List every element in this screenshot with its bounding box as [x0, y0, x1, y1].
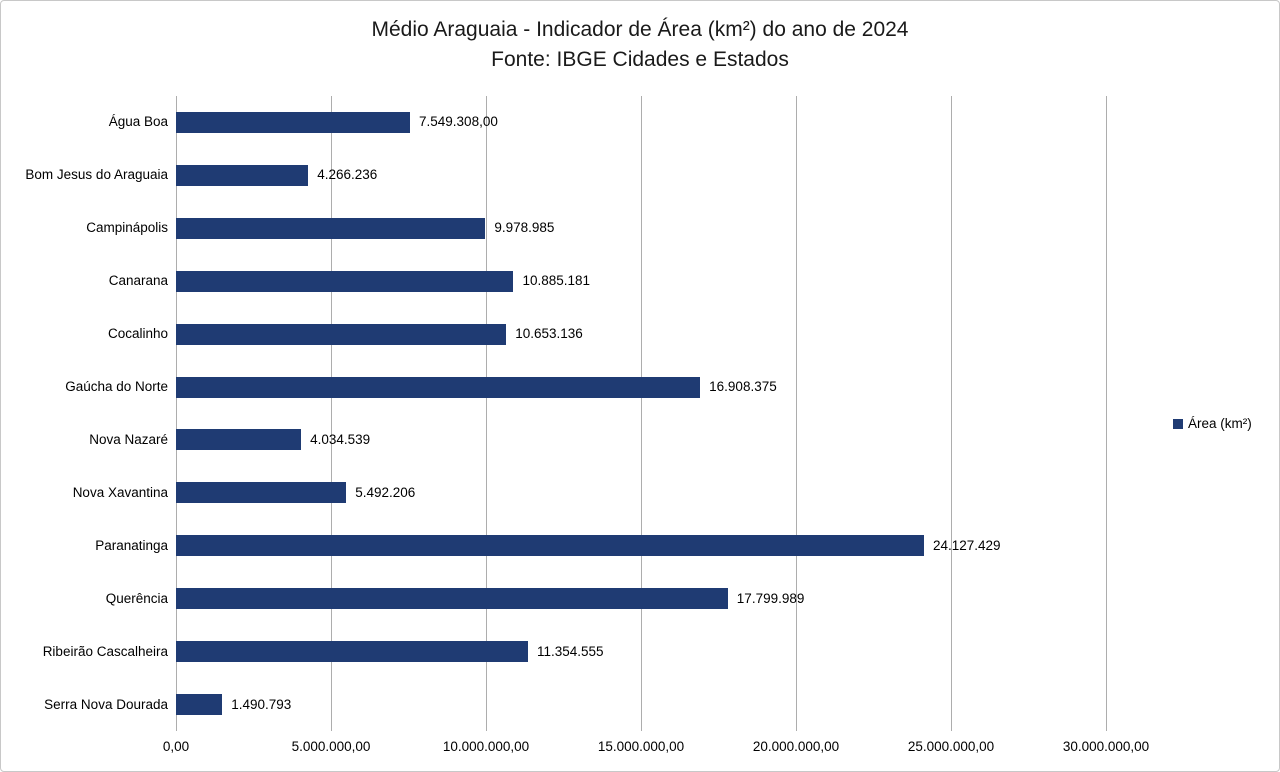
- x-axis-tick-label: 15.000.000,00: [597, 739, 685, 754]
- chart-title: Médio Araguaia - Indicador de Área (km²)…: [371, 18, 909, 41]
- gridline: [951, 96, 952, 731]
- gridline: [796, 96, 797, 731]
- bar: [176, 111, 411, 133]
- chart-subtitle: Fonte: IBGE Cidades e Estados: [491, 48, 789, 71]
- category-label: Bom Jesus do Araguaia: [25, 167, 168, 183]
- bar: [176, 270, 514, 292]
- bar: [176, 482, 347, 504]
- bar: [176, 694, 223, 716]
- gridline: [641, 96, 642, 731]
- gridline: [331, 96, 332, 731]
- category-label: Nova Nazaré: [89, 431, 168, 447]
- x-axis-tick-label: 5.000.000,00: [291, 739, 371, 754]
- bar-value-label: 24.127.429: [932, 537, 1001, 553]
- category-label: Campinápolis: [86, 220, 168, 236]
- bar: [176, 588, 728, 610]
- bar: [176, 429, 302, 451]
- bar-value-label: 16.908.375: [709, 379, 777, 395]
- category-label: Querência: [105, 590, 168, 606]
- bar: [176, 376, 701, 398]
- gridline: [1106, 96, 1107, 731]
- category-label: Ribeirão Cascalheira: [42, 643, 168, 659]
- x-axis-tick-label: 0,00: [162, 739, 190, 754]
- x-axis-tick-label: 30.000.000,00: [1062, 739, 1150, 754]
- legend-label: Área (km²): [1188, 416, 1252, 431]
- gridline: [486, 96, 487, 731]
- bar-value-label: 17.799.989: [736, 590, 805, 606]
- bar-value-label: 11.354.555: [536, 643, 604, 659]
- chart-title-block: Médio Araguaia - Indicador de Área (km²)…: [1, 15, 1279, 75]
- bar: [176, 323, 507, 345]
- bar-value-label: 5.492.206: [355, 484, 416, 500]
- bar: [176, 164, 309, 186]
- category-label: Serra Nova Dourada: [44, 696, 168, 712]
- bar: [176, 535, 924, 557]
- category-label: Paranatinga: [95, 537, 168, 553]
- x-axis-tick-label: 25.000.000,00: [907, 739, 995, 754]
- bar: [176, 217, 486, 239]
- bar-value-label: 4.266.236: [317, 167, 378, 183]
- gridline: [176, 96, 177, 731]
- category-label: Canarana: [108, 273, 168, 289]
- category-label: Cocalinho: [107, 326, 168, 342]
- bar-value-label: 7.549.308,00: [419, 114, 498, 130]
- category-label: Água Boa: [108, 114, 168, 130]
- x-axis-tick-label: 20.000.000,00: [752, 739, 840, 754]
- legend: Área (km²): [1173, 416, 1252, 431]
- category-label: Nova Xavantina: [72, 484, 168, 500]
- bar-value-label: 10.653.136: [515, 326, 583, 342]
- bar: [176, 641, 528, 663]
- bar-value-label: 1.490.793: [231, 696, 292, 712]
- legend-swatch-icon: [1173, 418, 1183, 429]
- bar-value-label: 4.034.539: [310, 431, 371, 447]
- category-label: Gaúcha do Norte: [65, 379, 168, 395]
- x-axis-tick-label: 10.000.000,00: [442, 739, 530, 754]
- bar-value-label: 9.978.985: [494, 220, 555, 236]
- bar-value-label: 10.885.181: [522, 273, 591, 289]
